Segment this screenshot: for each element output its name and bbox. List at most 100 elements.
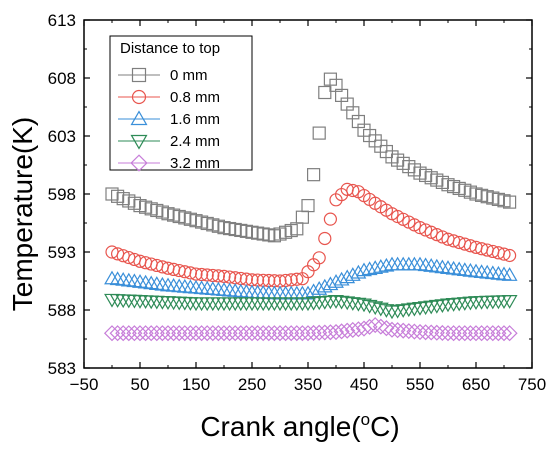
- data-point: [260, 325, 277, 342]
- x-axis-title-end: C): [370, 411, 400, 442]
- data-point: [182, 325, 199, 342]
- data-point: [439, 325, 457, 342]
- data-point: [361, 299, 378, 314]
- data-point: [434, 324, 451, 342]
- data-point: [423, 324, 440, 341]
- data-point: [132, 274, 148, 288]
- data-point: [312, 126, 326, 140]
- data-point: [137, 274, 154, 289]
- data-point: [389, 304, 406, 319]
- data-point: [430, 228, 444, 242]
- data-point: [115, 325, 132, 342]
- data-point: [126, 325, 143, 342]
- data-point: [350, 297, 367, 312]
- data-point: [271, 325, 289, 342]
- data-point: [238, 325, 255, 342]
- series-1-6-mm: [104, 256, 518, 300]
- plot-area: [103, 72, 518, 342]
- y-tick-label: 593: [48, 243, 76, 262]
- data-point: [328, 274, 344, 288]
- data-point: [137, 325, 154, 342]
- data-point: [249, 325, 266, 342]
- data-point: [305, 324, 322, 342]
- data-point: [361, 318, 378, 335]
- data-point: [171, 325, 188, 342]
- legend-label: 2.4 mm: [170, 133, 220, 150]
- data-point: [356, 298, 372, 313]
- data-point: [344, 267, 361, 281]
- data-point: [484, 325, 501, 342]
- data-point: [243, 325, 261, 342]
- data-point: [350, 264, 367, 279]
- data-point: [323, 212, 337, 226]
- data-point: [288, 325, 305, 342]
- data-point: [120, 272, 137, 287]
- data-point: [490, 325, 507, 342]
- y-tick-label: 613: [48, 11, 76, 30]
- data-point: [339, 296, 356, 311]
- data-point: [356, 262, 372, 277]
- data-point: [159, 325, 177, 342]
- data-point: [400, 303, 417, 318]
- y-tick-label: 598: [48, 185, 76, 204]
- data-point: [131, 325, 149, 342]
- legend-label: 1.6 mm: [170, 111, 220, 128]
- data-point: [378, 257, 395, 272]
- data-point: [367, 301, 384, 316]
- data-point: [143, 275, 160, 290]
- series-3-2-mm: [103, 317, 518, 342]
- data-point: [389, 322, 406, 339]
- data-point: [344, 297, 361, 311]
- data-point: [395, 304, 412, 318]
- legend-marker: [131, 67, 147, 83]
- x-tick-label: −50: [70, 375, 99, 394]
- y-axis-title: Temperature(K): [7, 117, 38, 312]
- data-point: [367, 260, 384, 274]
- data-point: [333, 271, 350, 286]
- y-tick-label: 588: [48, 301, 76, 320]
- data-point: [428, 299, 445, 314]
- data-point: [148, 325, 165, 342]
- data-point: [497, 247, 511, 261]
- data-point: [204, 325, 221, 342]
- data-point: [503, 195, 517, 209]
- legend-label: 3.2 mm: [170, 155, 220, 172]
- data-point: [339, 269, 356, 284]
- data-point: [187, 325, 205, 342]
- data-point: [428, 324, 445, 341]
- data-point: [126, 273, 143, 288]
- data-point: [109, 325, 126, 342]
- data-point: [318, 231, 332, 246]
- data-point: [434, 259, 451, 274]
- data-point: [419, 223, 433, 237]
- data-point: [503, 248, 517, 263]
- data-point: [333, 295, 350, 310]
- data-point: [372, 302, 389, 317]
- data-point: [221, 325, 238, 342]
- data-point: [467, 325, 485, 342]
- data-point: [277, 325, 294, 342]
- x-tick-label: 50: [131, 375, 150, 394]
- data-point: [462, 325, 479, 342]
- data-point: [316, 324, 333, 341]
- legend-marker: [130, 110, 148, 126]
- y-tick-label: 603: [48, 127, 76, 146]
- data-point: [462, 262, 479, 277]
- data-point: [148, 276, 165, 290]
- data-point: [451, 325, 468, 342]
- data-point: [417, 324, 434, 341]
- data-point: [232, 325, 249, 342]
- legend-marker: [130, 154, 148, 172]
- data-point: [361, 261, 378, 276]
- axes: −50 50 150 250 350 450 550 650 750 583 588 593 598 60…: [48, 11, 547, 394]
- data-point: [417, 301, 434, 316]
- data-point: [290, 272, 304, 286]
- legend-label: 0 mm: [170, 67, 208, 84]
- legend-marker: [131, 89, 147, 105]
- data-point: [115, 271, 132, 286]
- data-point: [311, 281, 328, 295]
- data-point: [318, 85, 332, 100]
- data-point: [440, 260, 456, 274]
- y-tick-label: 608: [48, 69, 76, 88]
